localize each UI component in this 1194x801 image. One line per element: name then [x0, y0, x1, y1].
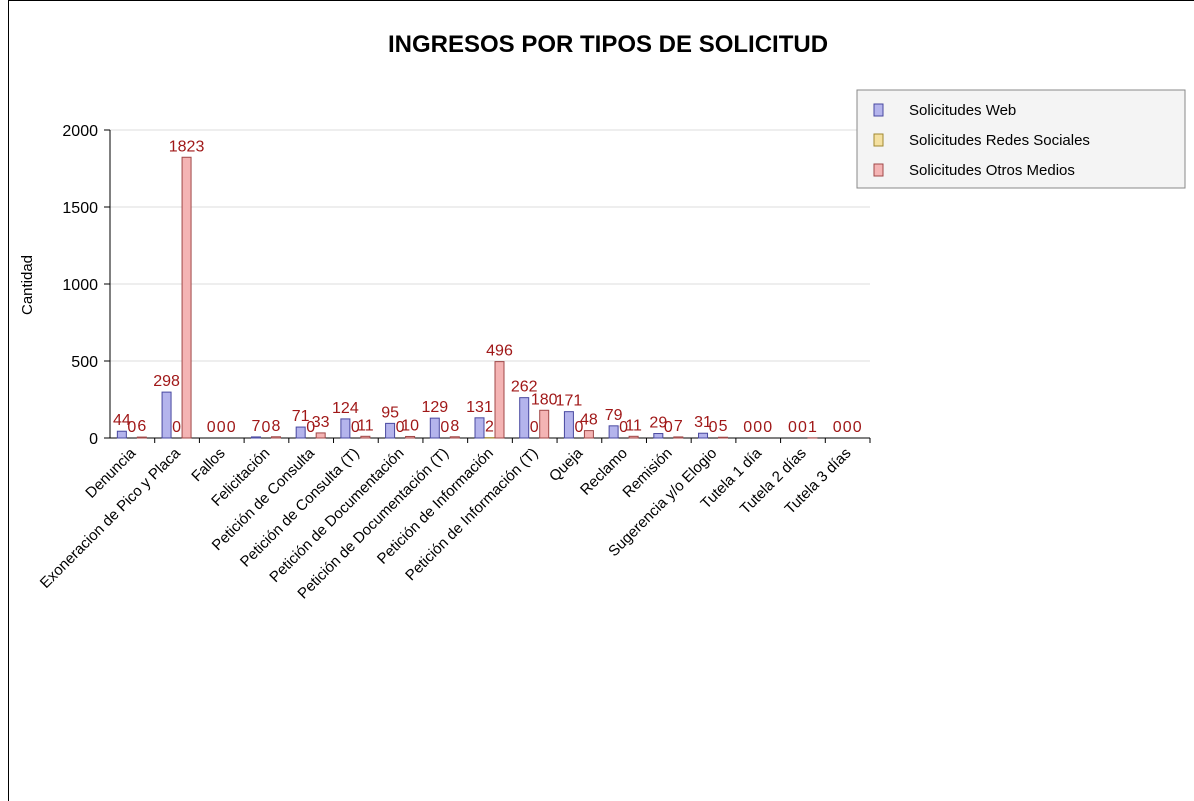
data-label: 11	[625, 417, 642, 434]
y-tick-label: 500	[71, 354, 98, 371]
data-label: 0	[306, 419, 315, 436]
bar	[181, 156, 192, 439]
bar	[270, 436, 281, 439]
data-label: 0	[709, 419, 718, 436]
bar	[340, 418, 351, 439]
data-label: 48	[580, 412, 598, 429]
data-label: 496	[486, 343, 513, 360]
data-label: 129	[421, 399, 448, 416]
y-tick-label: 2000	[62, 123, 98, 140]
bar	[360, 435, 371, 439]
data-label: 180	[531, 391, 558, 408]
bar	[583, 430, 594, 439]
data-label: 0	[788, 419, 797, 436]
data-label: 11	[357, 417, 374, 434]
data-label: 2	[485, 419, 494, 436]
data-label: 0	[619, 419, 628, 436]
data-label: 31	[694, 414, 712, 431]
bar	[116, 430, 127, 439]
data-label: 0	[262, 419, 271, 436]
data-label: 7	[252, 418, 261, 435]
data-label: 0	[127, 419, 136, 436]
data-label: 0	[227, 419, 236, 436]
bar	[698, 432, 709, 439]
data-label: 7	[674, 418, 683, 435]
data-label: 1	[808, 419, 817, 436]
data-label: 44	[113, 412, 131, 429]
data-label: 0	[207, 419, 216, 436]
data-label: 131	[466, 399, 493, 416]
data-label: 298	[153, 373, 180, 390]
y-tick-label: 0	[89, 431, 98, 448]
bar	[673, 436, 684, 439]
data-label: 171	[556, 393, 583, 410]
legend-swatch	[873, 103, 884, 117]
chart-title: INGRESOS POR TIPOS DE SOLICITUD	[388, 31, 828, 58]
data-label: 29	[649, 415, 667, 432]
data-label: 5	[719, 418, 728, 435]
data-label: 0	[664, 419, 673, 436]
data-label: 0	[440, 419, 449, 436]
data-label: 8	[450, 418, 459, 435]
bar	[315, 432, 326, 439]
bar	[449, 436, 460, 439]
legend-label: Solicitudes Redes Sociales	[909, 132, 1090, 149]
legend-box	[856, 89, 1186, 189]
bar	[161, 391, 172, 439]
bar	[429, 417, 440, 439]
data-label: 10	[401, 417, 419, 434]
data-label: 124	[332, 400, 359, 417]
data-label: 262	[511, 379, 538, 396]
bar	[653, 433, 664, 439]
bar	[718, 436, 729, 439]
data-label: 0	[753, 419, 762, 436]
bar	[474, 417, 485, 439]
data-label: 0	[217, 419, 226, 436]
data-label: 1823	[169, 138, 205, 155]
bar	[136, 436, 147, 439]
bar	[539, 409, 550, 439]
bar	[250, 436, 261, 439]
bar	[608, 425, 619, 439]
data-label: 0	[574, 419, 583, 436]
data-label: 79	[605, 407, 623, 424]
legend-label: Solicitudes Otros Medios	[909, 162, 1075, 179]
y-tick-label: 1000	[62, 277, 98, 294]
legend-swatch	[873, 163, 884, 177]
bar	[519, 397, 530, 439]
data-label: 33	[312, 414, 330, 431]
data-label: 95	[381, 404, 399, 421]
data-label: 0	[853, 419, 862, 436]
bar	[563, 411, 574, 439]
y-axis-label: Cantidad	[19, 255, 36, 315]
data-label: 0	[172, 419, 181, 436]
data-label: 0	[351, 419, 360, 436]
data-label: 0	[763, 419, 772, 436]
bar	[385, 422, 396, 439]
data-label: 0	[798, 419, 807, 436]
bar	[494, 361, 505, 439]
data-label: 0	[396, 419, 405, 436]
data-label: 0	[530, 419, 539, 436]
y-tick-label: 1500	[62, 200, 98, 217]
data-label: 0	[743, 419, 752, 436]
data-label: 71	[292, 408, 310, 425]
bar	[295, 426, 306, 439]
bar	[405, 435, 416, 439]
data-label: 0	[843, 419, 852, 436]
data-label: 0	[833, 419, 842, 436]
bar	[628, 435, 639, 439]
legend-label: Solicitudes Web	[909, 102, 1016, 119]
legend-swatch	[873, 133, 884, 147]
data-label: 6	[137, 418, 146, 435]
data-label: 8	[272, 418, 281, 435]
